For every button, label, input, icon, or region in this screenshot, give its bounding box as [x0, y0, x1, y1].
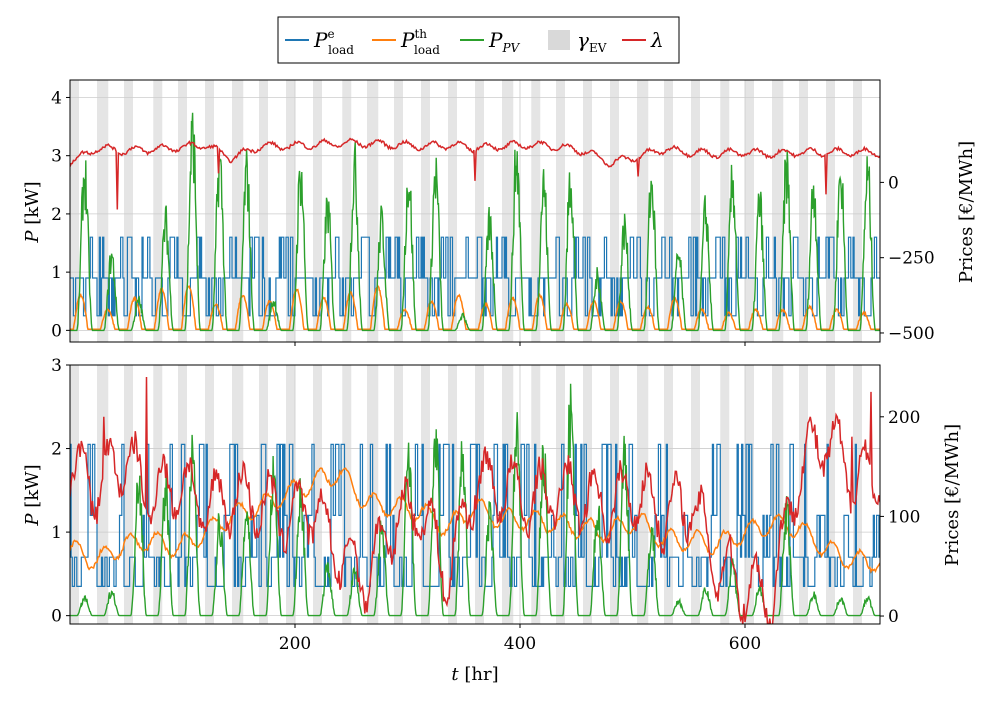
ev-band [637, 80, 649, 342]
ev-band [342, 365, 352, 624]
y2-axis-label-top: Prices [€/MWh] [956, 141, 977, 283]
y-tick-label: 3 [51, 356, 62, 376]
axes-frame-top [69, 79, 881, 343]
y2-tick-label: 100 [888, 507, 920, 527]
y-axis-label-top: P [kW] [22, 181, 43, 243]
x-tick-label: 600 [729, 634, 761, 654]
ev-band [70, 80, 79, 342]
ev-band [772, 365, 784, 624]
series-p-load-e [70, 443, 880, 587]
series-p-pv [70, 112, 880, 332]
series-lambda [70, 137, 880, 210]
ev-band [853, 365, 862, 624]
legend-label-lambda: λ [650, 28, 664, 52]
ev-band [286, 80, 295, 342]
ev-band [556, 365, 565, 624]
ev-band [691, 365, 700, 624]
ev-band [853, 80, 862, 342]
ev-band [124, 80, 133, 342]
ev-band [394, 365, 403, 624]
ev-band [232, 80, 244, 342]
legend-label-p_load_e: Pe load [313, 27, 354, 57]
ev-band [826, 80, 835, 342]
ev-band [259, 80, 268, 342]
ev-band [799, 80, 808, 342]
ev-band [691, 80, 700, 342]
series-p-load-e [70, 236, 880, 317]
ev-band [178, 80, 187, 342]
y-axis-label-bottom: P [kW] [22, 464, 43, 526]
y-tick-label: 2 [51, 440, 62, 460]
y2-tick-label: −250 [888, 249, 935, 269]
ev-band [720, 365, 730, 624]
ev-band [720, 80, 730, 342]
ev-band [153, 365, 163, 624]
y-tick-label: 2 [51, 205, 62, 225]
legend-label-gamma_ev: γEV [577, 28, 607, 55]
ev-band [772, 80, 784, 342]
ev-band [97, 80, 109, 342]
legend-label-p_pv: PPV [488, 28, 521, 55]
ev-band [556, 80, 565, 342]
legend-patch-gamma_ev [548, 30, 570, 50]
ev-band [421, 365, 430, 624]
y2-tick-label: 0 [888, 173, 899, 193]
y2-tick-label: 200 [888, 408, 920, 428]
y-tick-label: 3 [51, 147, 62, 167]
ev-band [745, 80, 754, 342]
ev-band [664, 365, 673, 624]
ev-band [153, 80, 163, 342]
ev-availability-bands-top [70, 80, 862, 342]
x-axis-label: t [hr] [451, 664, 498, 685]
ev-band [313, 365, 322, 624]
ev-band [610, 365, 619, 624]
ev-band [205, 365, 214, 624]
ev-band [475, 80, 484, 342]
ev-band [97, 365, 109, 624]
ev-band [178, 365, 187, 624]
y-tick-label: 0 [51, 607, 62, 627]
ev-band [502, 80, 514, 342]
ev-band [342, 80, 352, 342]
ev-band [313, 80, 322, 342]
ev-band [421, 80, 430, 342]
bottom-panel: 0 1 2 3 0 100 200 200 400 600 P [kW] Prices [€/MW… [22, 356, 963, 685]
y-tick-label: 1 [51, 523, 62, 543]
ev-band [286, 365, 295, 624]
y-tick-label: 1 [51, 263, 62, 283]
series-lambda [70, 376, 880, 624]
y2-axis-label-bottom: Prices [€/MWh] [942, 424, 963, 566]
ev-band [610, 80, 619, 342]
y-tick-label: 0 [51, 321, 62, 341]
top-panel: 0 1 2 3 4 −500 −250 0 P [kW] Prices [€/MWh] [22, 79, 977, 346]
ev-band [70, 365, 79, 624]
y2-tick-label: −500 [888, 324, 935, 344]
ev-band [124, 365, 133, 624]
y-tick-label: 4 [51, 88, 62, 108]
ev-band [531, 80, 541, 342]
legend: Pe load Pth load PPV γEV λ [277, 16, 680, 64]
ev-band [583, 80, 592, 342]
x-tick-label: 200 [279, 634, 311, 654]
ev-band [394, 80, 403, 342]
series-p-load-th [70, 284, 880, 331]
ev-band [205, 80, 214, 342]
x-tick-label: 400 [504, 634, 536, 654]
ev-band [448, 80, 457, 342]
ev-band [799, 365, 808, 624]
axes-frame-bottom [69, 364, 881, 625]
ev-band [664, 80, 673, 342]
ev-band [367, 80, 379, 342]
ev-band [826, 365, 835, 624]
legend-label-p_load_th: Pth load [400, 27, 440, 57]
y2-tick-label: 0 [888, 607, 899, 627]
